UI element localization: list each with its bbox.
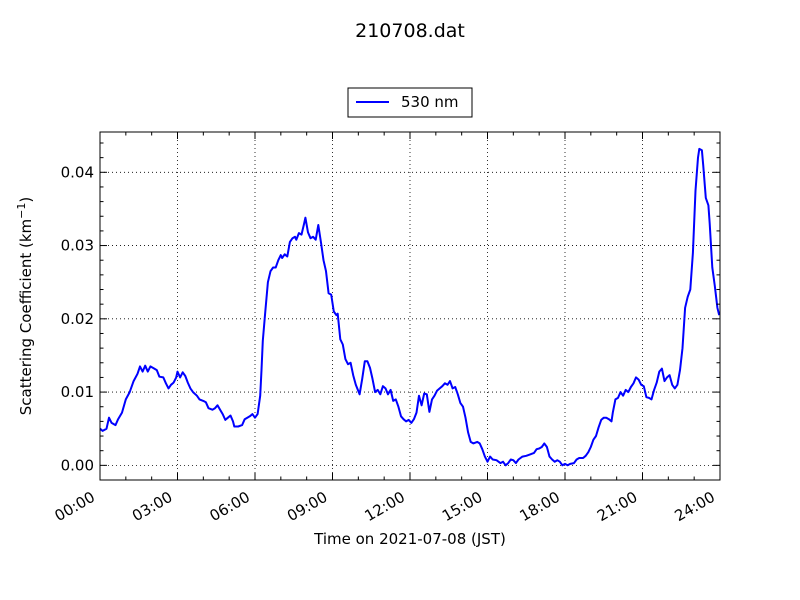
x-tick-label: 18:00 (517, 488, 563, 525)
x-tick-label: 21:00 (594, 488, 640, 525)
x-tick-label: 15:00 (439, 488, 485, 525)
y-tick-label: 0.03 (61, 237, 94, 255)
y-tick-labels: 0.00 0.01 0.02 0.03 0.04 (61, 163, 94, 474)
axis-ticks (99, 132, 721, 481)
x-tick-label: 09:00 (284, 488, 330, 525)
chart-title: 210708.dat (355, 20, 465, 42)
y-axis-label-main: Scattering Coefficient (km (17, 219, 35, 415)
grid-lines (99, 132, 721, 480)
legend-entry-label: 530 nm (401, 93, 459, 111)
plot-data (99, 147, 721, 467)
x-axis-label: Time on 2021-07-08 (JST) (313, 530, 506, 548)
series-line-530nm (99, 147, 721, 467)
x-tick-label: 12:00 (362, 488, 408, 525)
y-axis-label: Scattering Coefficient (km−1) (15, 197, 35, 416)
y-tick-label: 0.01 (61, 383, 94, 401)
y-tick-label: 0.02 (61, 310, 94, 328)
legend: 530 nm (347, 87, 473, 118)
x-tick-label: 03:00 (129, 488, 175, 525)
y-axis-label-superscript: −1 (15, 203, 28, 219)
x-tick-label: 24:00 (672, 488, 718, 525)
y-axis-label-end: ) (17, 197, 35, 203)
x-tick-label: 00:00 (52, 488, 98, 525)
x-tick-label: 06:00 (207, 488, 253, 525)
x-tick-labels: 00:00 03:00 06:00 09:00 12:00 15:00 18:00 21:00… (52, 488, 718, 525)
y-tick-label: 0.00 (61, 456, 94, 474)
y-tick-label: 0.04 (61, 163, 94, 181)
